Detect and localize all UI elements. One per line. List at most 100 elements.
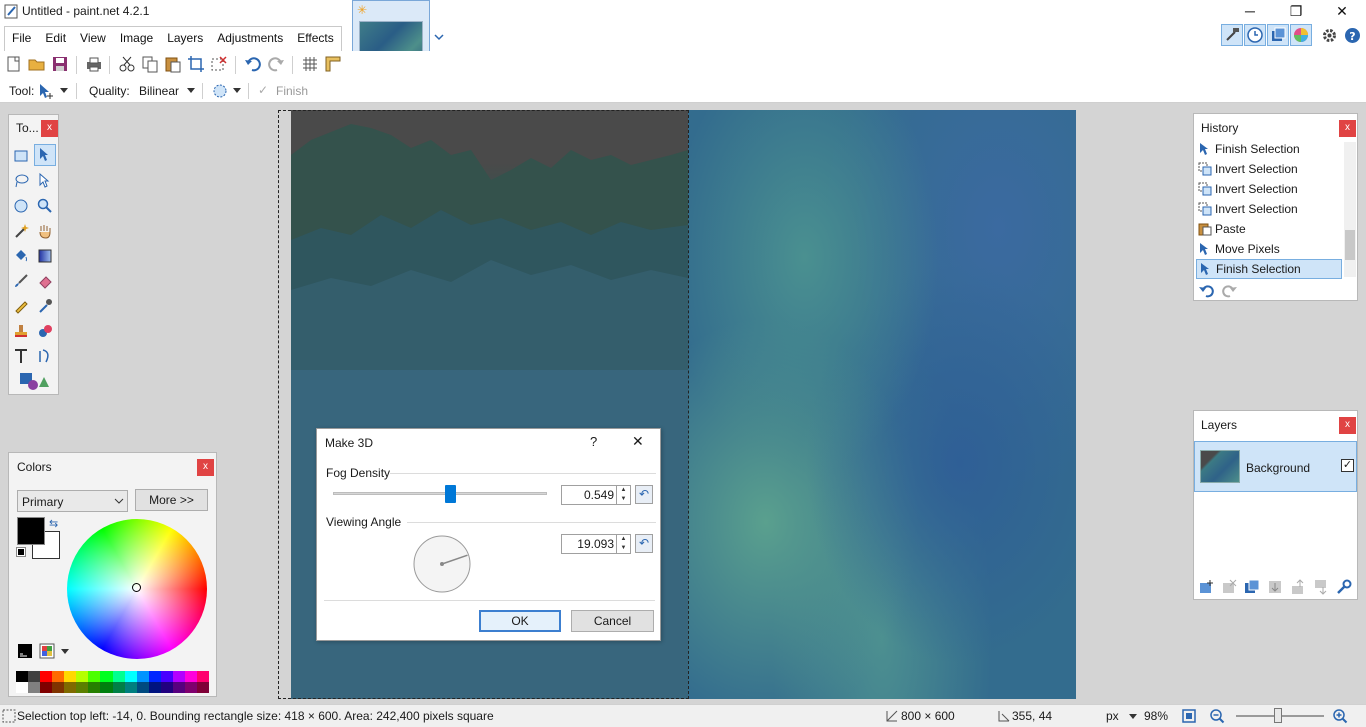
line-curve-tool[interactable]	[34, 345, 56, 367]
merge-layer-down-icon[interactable]	[1267, 579, 1283, 595]
history-item[interactable]: Invert Selection	[1196, 159, 1342, 179]
fog-density-slider-track[interactable]	[333, 492, 547, 495]
history-item[interactable]: Paste	[1196, 219, 1342, 239]
history-item[interactable]: Finish Selection	[1196, 139, 1342, 159]
magic-wand-tool[interactable]	[10, 220, 32, 242]
palette-swatch[interactable]	[64, 682, 77, 693]
reset-colors-icon[interactable]	[16, 547, 26, 557]
viewing-angle-spinbox[interactable]: 19.093 ▲ ▼	[561, 534, 631, 554]
palette-swatch[interactable]	[88, 682, 101, 693]
units-dropdown-chevron-icon[interactable]	[1129, 714, 1137, 720]
palette-swatch[interactable]	[76, 682, 89, 693]
duplicate-layer-icon[interactable]	[1244, 579, 1260, 595]
layers-toggle-button[interactable]	[1267, 24, 1289, 46]
palette-swatch[interactable]	[184, 682, 197, 693]
palette-swatch[interactable]	[124, 671, 137, 682]
palette-swatch[interactable]	[100, 671, 113, 682]
primary-color-swatch[interactable]	[17, 517, 45, 545]
color-mode-select[interactable]: Primary	[17, 490, 128, 512]
history-window-close-button[interactable]: x	[1339, 120, 1356, 137]
palette-swatch[interactable]	[112, 671, 125, 682]
paint-bucket-tool[interactable]	[10, 245, 32, 267]
palette-swatch[interactable]	[40, 671, 53, 682]
history-item[interactable]: Invert Selection	[1196, 179, 1342, 199]
copy-icon[interactable]	[141, 55, 159, 73]
dialog-help-button[interactable]: ?	[590, 434, 598, 449]
history-redo-icon[interactable]	[1220, 283, 1238, 299]
recolor-tool[interactable]	[34, 320, 56, 342]
menu-adjustments[interactable]: Adjustments	[217, 31, 284, 45]
spin-arrows-icon[interactable]: ▲ ▼	[616, 535, 630, 553]
gradient-tool[interactable]	[34, 245, 56, 267]
lasso-select-tool[interactable]	[10, 170, 32, 192]
redo-icon[interactable]	[267, 55, 285, 73]
rectangle-select-tool[interactable]	[10, 145, 32, 167]
move-selection-outline-tool[interactable]	[34, 170, 56, 192]
fog-density-spinbox[interactable]: 0.549 ▲ ▼	[561, 485, 631, 505]
crop-to-selection-icon[interactable]	[187, 55, 205, 73]
zoom-in-icon[interactable]	[1332, 708, 1348, 724]
paste-icon[interactable]	[164, 55, 182, 73]
menu-file[interactable]: File	[12, 31, 32, 45]
palette-swatch[interactable]	[88, 671, 101, 682]
menu-layers[interactable]: Layers	[167, 31, 204, 45]
tool-dropdown-chevron-icon[interactable]	[60, 88, 68, 94]
finish-button[interactable]: Finish	[276, 84, 309, 98]
help-icon[interactable]: ?	[1344, 27, 1361, 44]
history-undo-icon[interactable]	[1198, 283, 1216, 299]
add-layer-icon[interactable]	[1198, 579, 1214, 595]
palette-swatch[interactable]	[112, 682, 125, 693]
settings-gear-icon[interactable]	[1321, 27, 1338, 44]
palette-swatch[interactable]	[28, 671, 41, 682]
layer-row-background[interactable]: Background ✓	[1194, 441, 1357, 492]
menu-image[interactable]: Image	[119, 31, 154, 45]
selection-mode-icon[interactable]	[211, 82, 229, 100]
palette-swatch[interactable]	[52, 682, 65, 693]
history-scrollbar[interactable]	[1344, 142, 1356, 277]
layers-window-close-button[interactable]: x	[1339, 417, 1356, 434]
zoom-out-icon[interactable]	[1209, 708, 1225, 724]
delete-layer-icon[interactable]	[1221, 579, 1237, 595]
move-layer-down-icon[interactable]	[1313, 579, 1329, 595]
palette-swatch[interactable]	[124, 682, 137, 693]
viewing-angle-dial[interactable]	[412, 534, 472, 594]
quality-dropdown-chevron-icon[interactable]	[187, 88, 195, 94]
canvas-right-region[interactable]	[688, 110, 1076, 699]
rulers-icon[interactable]	[324, 55, 342, 73]
history-item[interactable]: Finish Selection	[1196, 259, 1342, 279]
palette-swatch[interactable]	[136, 682, 149, 693]
palette-swatch[interactable]	[52, 671, 65, 682]
tools-window-close-button[interactable]: x	[41, 120, 58, 137]
dialog-close-button[interactable]: ✕	[632, 433, 644, 449]
undo-icon[interactable]	[244, 55, 262, 73]
tools-toggle-button[interactable]	[1221, 24, 1243, 46]
minimize-button[interactable]: ─	[1245, 3, 1255, 19]
palette-swatch[interactable]	[100, 682, 113, 693]
pencil-tool[interactable]	[10, 295, 32, 317]
tab-dropdown-chevron-icon[interactable]	[434, 33, 444, 41]
pan-tool[interactable]	[34, 220, 56, 242]
zoom-to-window-icon[interactable]	[1181, 708, 1197, 724]
palette-black-icon[interactable]	[17, 643, 33, 659]
history-scrollbar-thumb[interactable]	[1345, 230, 1355, 260]
eraser-tool[interactable]	[34, 270, 56, 292]
ok-button[interactable]: OK	[479, 610, 561, 632]
history-item[interactable]: Invert Selection	[1196, 199, 1342, 219]
print-icon[interactable]	[85, 55, 103, 73]
ellipse-select-tool[interactable]	[10, 195, 32, 217]
palette-swatch[interactable]	[136, 671, 149, 682]
save-icon[interactable]	[51, 55, 69, 73]
text-tool[interactable]	[10, 345, 32, 367]
palette-swatch[interactable]	[64, 671, 77, 682]
fog-density-slider-thumb[interactable]	[445, 485, 457, 503]
color-picker-tool[interactable]	[34, 295, 56, 317]
layer-properties-icon[interactable]	[1336, 579, 1352, 595]
selection-mode-chevron-icon[interactable]	[233, 88, 241, 94]
restore-button[interactable]: ❐	[1289, 3, 1303, 19]
zoom-slider-thumb[interactable]	[1274, 708, 1282, 723]
palette-menu-icon[interactable]	[39, 643, 55, 659]
history-toggle-button[interactable]	[1244, 24, 1266, 46]
viewing-angle-reset-button[interactable]: ↶	[635, 534, 653, 553]
palette-swatch[interactable]	[160, 671, 173, 682]
more-colors-button[interactable]: More >>	[135, 489, 208, 511]
